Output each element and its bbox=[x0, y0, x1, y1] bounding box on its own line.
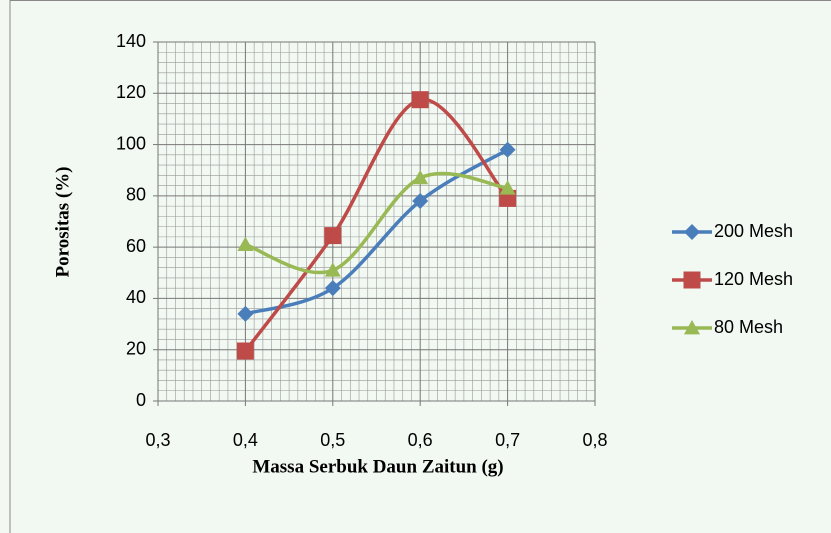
x-tick-label: 0,5 bbox=[320, 430, 345, 450]
y-tick-label: 0 bbox=[136, 390, 146, 410]
y-tick-label: 60 bbox=[126, 236, 146, 256]
marker bbox=[236, 342, 254, 360]
y-tick-label: 120 bbox=[116, 82, 146, 102]
marker bbox=[237, 305, 254, 322]
y-tick-label: 140 bbox=[116, 31, 146, 51]
marker bbox=[499, 141, 516, 158]
legend-marker bbox=[683, 271, 701, 289]
y-tick-label: 80 bbox=[126, 185, 146, 205]
y-axis-title: Porositas (%) bbox=[52, 167, 73, 278]
y-tick-label: 100 bbox=[116, 133, 146, 153]
marker bbox=[499, 180, 516, 195]
x-tick-label: 0,7 bbox=[495, 430, 520, 450]
marker bbox=[324, 280, 341, 297]
legend-label: 120 Mesh bbox=[714, 269, 793, 289]
y-tick-label: 40 bbox=[126, 287, 146, 307]
legend-label: 200 Mesh bbox=[714, 221, 793, 241]
legend-marker bbox=[684, 320, 700, 335]
x-tick-label: 0,3 bbox=[145, 430, 170, 450]
y-tick-label: 20 bbox=[126, 338, 146, 358]
series-line bbox=[244, 171, 508, 275]
x-tick-label: 0,4 bbox=[233, 430, 258, 450]
marker bbox=[412, 192, 429, 209]
marker bbox=[324, 227, 342, 245]
x-tick-label: 0,6 bbox=[408, 430, 433, 450]
legend-marker bbox=[684, 224, 700, 240]
grid bbox=[157, 41, 596, 402]
series-line bbox=[244, 97, 509, 353]
x-axis-title: Massa Serbuk Daun Zaitun (g) bbox=[252, 456, 503, 477]
x-tick-label: 0,8 bbox=[582, 430, 607, 450]
marker bbox=[411, 91, 429, 109]
marker bbox=[412, 169, 429, 185]
legend-label: 80 Mesh bbox=[714, 317, 783, 337]
marker bbox=[237, 236, 254, 251]
marker bbox=[324, 262, 341, 277]
series-line bbox=[244, 148, 509, 316]
